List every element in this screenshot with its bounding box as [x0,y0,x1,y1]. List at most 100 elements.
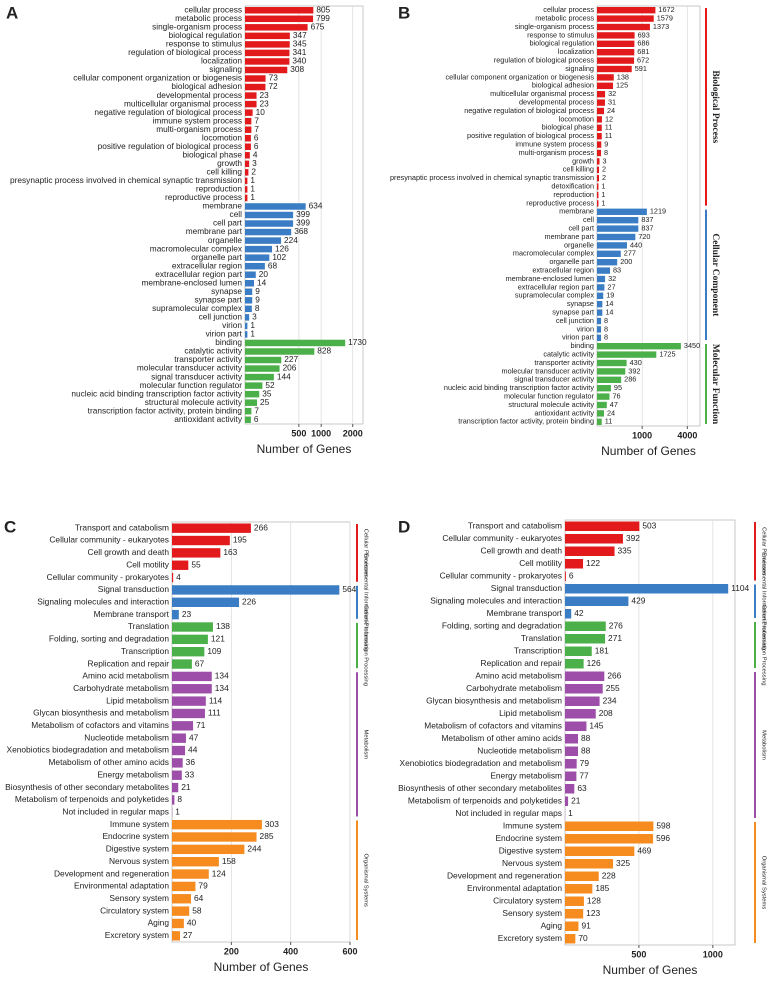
category-label: Cell motility [519,558,563,568]
value-label: 200 [620,257,632,266]
bar [245,126,252,133]
bar [245,254,270,261]
bar [597,74,614,81]
value-label: 440 [630,240,642,249]
category-label: positive regulation of biological proces… [467,131,594,140]
value-label: 1219 [650,207,666,216]
category-label: nucleic acid binding transcription facto… [444,383,594,392]
bar [565,659,584,669]
bar [245,390,260,398]
value-label: 163 [223,547,237,557]
value-label: 44 [188,745,198,755]
value-label: 11 [605,417,613,426]
category-label: localization [201,56,242,66]
bar [172,857,219,867]
value-label: 6 [254,141,259,151]
bar [245,237,282,244]
bar [565,621,606,631]
category-label: Circulatory system [493,895,562,905]
value-label: 392 [626,533,640,543]
bar [245,348,315,355]
value-label: 8 [177,794,182,804]
category-label: growth [572,156,594,165]
value-label: 111 [208,708,221,718]
value-label: 244 [247,844,261,854]
value-label: 340 [292,56,306,66]
bar [597,32,635,39]
bar [597,359,627,367]
value-label: 224 [284,235,298,245]
value-label: 399 [296,209,310,219]
category-label: Nervous system [502,858,562,868]
value-label: 138 [617,72,629,81]
value-label: 8 [604,333,608,342]
bar [597,317,602,325]
x-tick-label: 2000 [343,428,363,438]
category-label: Transport and catabolism [468,520,562,530]
bar [245,49,290,57]
value-label: 36 [186,757,196,767]
value-label: 285 [260,831,274,841]
category-label: organelle part [191,252,242,262]
category-label: Nucleotide metabolism [84,732,169,742]
group-label: Genetic Information Processing [362,605,368,686]
value-label: 145 [589,720,603,730]
bar [597,410,604,417]
category-label: Signaling molecules and interaction [430,595,562,605]
category-label: binding [570,341,594,350]
value-label: 234 [603,695,617,705]
value-label: 195 [233,535,247,545]
value-label: 158 [222,856,236,866]
category-label: biological phase [182,149,242,159]
value-label: 128 [587,895,601,905]
category-label: Immune system [110,819,169,829]
bar [565,634,606,644]
bar [245,339,346,347]
category-label: Xenobiotics biodegradation and metabolis… [7,745,170,755]
value-label: 102 [272,252,286,262]
value-label: 564 [342,584,356,594]
value-label: 23 [260,90,270,100]
value-label: 20 [259,269,269,279]
value-label: 47 [189,732,199,742]
bar [172,844,245,855]
value-label: 79 [198,881,208,891]
category-label: biological phase [542,123,594,132]
bar [245,134,251,142]
category-label: Metabolism of cofactors and vitamins [424,720,562,730]
bar [565,921,579,931]
value-label: 399 [296,218,310,228]
bar [172,918,184,929]
bar [245,83,266,91]
value-label: 206 [283,363,297,373]
category-label: transporter activity [534,358,594,367]
bar [245,7,314,14]
value-label: 47 [610,400,618,409]
value-label: 1 [568,808,573,818]
category-label: Environmental adaptation [74,881,169,891]
category-label: molecular function regulator [140,380,243,390]
category-label: cell junction [199,312,243,322]
category-label: Replication and repair [88,658,170,668]
category-label: membrane [202,201,242,211]
category-label: Folding, sorting and degradation [442,620,562,630]
bar [565,684,603,694]
value-label: 23 [182,609,192,619]
category-label: structural molecule activity [145,397,243,407]
value-label: 837 [641,215,653,224]
category-label: reproduction [553,190,594,199]
bar [245,288,253,296]
category-label: Cellular community - prokaryotes [47,572,169,582]
value-label: 805 [316,4,330,14]
category-label: Excretory system [105,930,169,940]
category-label: macromolecular complex [513,249,594,258]
value-label: 19 [606,291,614,300]
category-label: response to stimulus [166,39,242,49]
category-label: metabolic process [535,14,594,23]
category-label: Membrane transport [487,608,563,618]
category-label: antioxidant activity [174,414,243,424]
bar [245,75,266,82]
bar [597,309,603,316]
bar [597,233,636,241]
value-label: 9 [604,140,608,149]
